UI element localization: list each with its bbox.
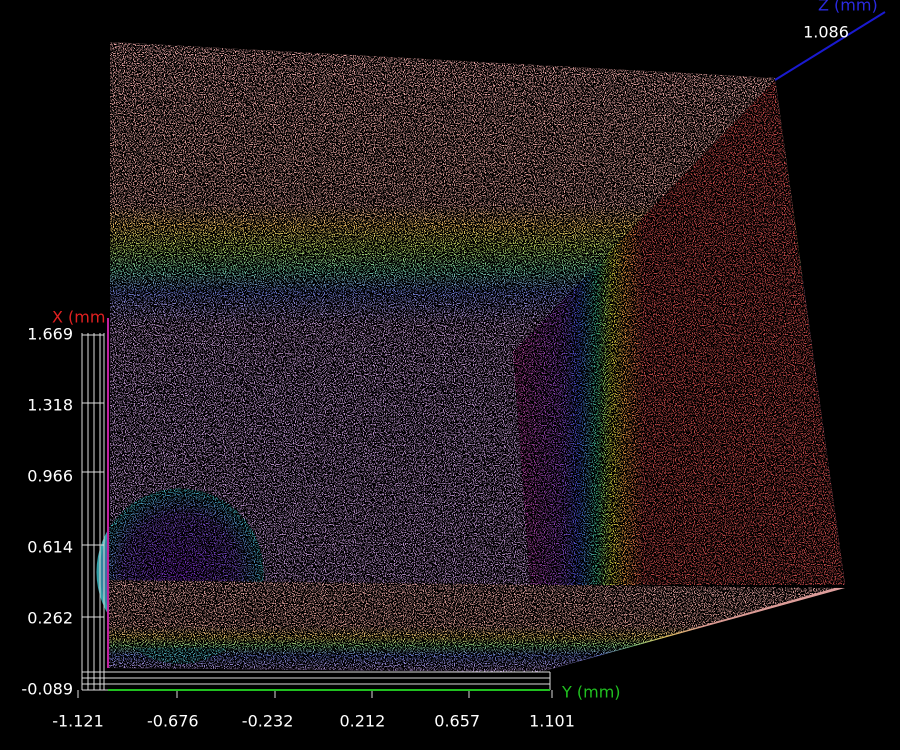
x-tick-label: 0.614	[27, 538, 73, 557]
y-ticks	[77, 690, 553, 698]
x-tick-label: 1.669	[27, 325, 73, 344]
x-tick-label: 0.966	[27, 467, 73, 486]
axis-grid	[77, 333, 553, 698]
y-grid	[82, 671, 551, 691]
y-tick-label: -0.232	[242, 712, 294, 731]
z-axis-title: Z (mm)	[818, 0, 878, 15]
z-tick-label: 1.086	[803, 23, 849, 42]
x-tick-label: -0.089	[21, 680, 73, 699]
x-tick-label: 0.262	[27, 609, 73, 628]
z-axis	[774, 11, 886, 81]
y-tick-label: -1.121	[52, 712, 104, 731]
x-ticks	[82, 334, 104, 691]
point-cloud	[96, 42, 845, 672]
y-tick-label: 1.101	[529, 712, 575, 731]
y-tick-label: -0.676	[147, 712, 199, 731]
tick-labels: 1.669 1.318 0.966 0.614 0.262 -0.089 -1.121 -0.…	[21, 325, 574, 731]
point-specks	[108, 42, 845, 672]
y-tick-label: 0.212	[339, 712, 385, 731]
y-axis-title: Y (mm)	[561, 683, 621, 702]
y-tick-label: 0.657	[434, 712, 480, 731]
x-axis-title: X (mm	[52, 308, 105, 327]
x-tick-label: 1.318	[27, 396, 73, 415]
x-grid	[81, 333, 105, 690]
